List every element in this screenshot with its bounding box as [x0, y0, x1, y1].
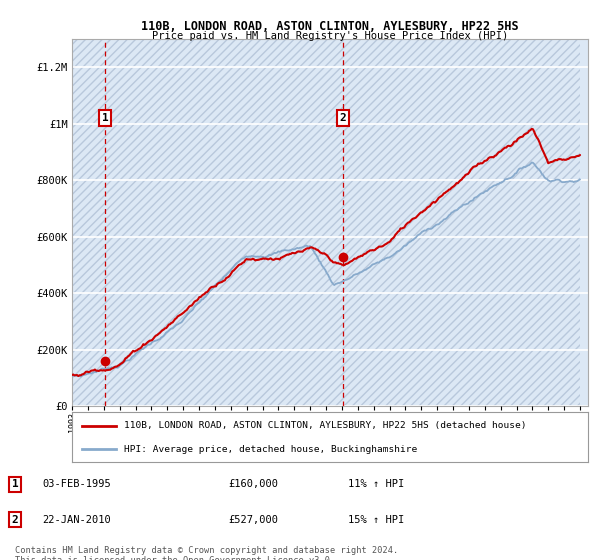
- Text: 110B, LONDON ROAD, ASTON CLINTON, AYLESBURY, HP22 5HS (detached house): 110B, LONDON ROAD, ASTON CLINTON, AYLESB…: [124, 421, 526, 430]
- Text: 110B, LONDON ROAD, ASTON CLINTON, AYLESBURY, HP22 5HS: 110B, LONDON ROAD, ASTON CLINTON, AYLESB…: [141, 20, 519, 32]
- Text: 1: 1: [102, 113, 109, 123]
- Text: Contains HM Land Registry data © Crown copyright and database right 2024.
This d: Contains HM Land Registry data © Crown c…: [15, 546, 398, 560]
- Text: 2: 2: [340, 113, 346, 123]
- Text: 15% ↑ HPI: 15% ↑ HPI: [348, 515, 404, 525]
- Text: 03-FEB-1995: 03-FEB-1995: [42, 479, 111, 489]
- Text: £527,000: £527,000: [228, 515, 278, 525]
- Text: Price paid vs. HM Land Registry's House Price Index (HPI): Price paid vs. HM Land Registry's House …: [152, 31, 508, 41]
- Text: 11% ↑ HPI: 11% ↑ HPI: [348, 479, 404, 489]
- Text: £160,000: £160,000: [228, 479, 278, 489]
- Text: 1: 1: [11, 479, 19, 489]
- Text: HPI: Average price, detached house, Buckinghamshire: HPI: Average price, detached house, Buck…: [124, 445, 417, 454]
- Text: 22-JAN-2010: 22-JAN-2010: [42, 515, 111, 525]
- Text: 2: 2: [11, 515, 19, 525]
